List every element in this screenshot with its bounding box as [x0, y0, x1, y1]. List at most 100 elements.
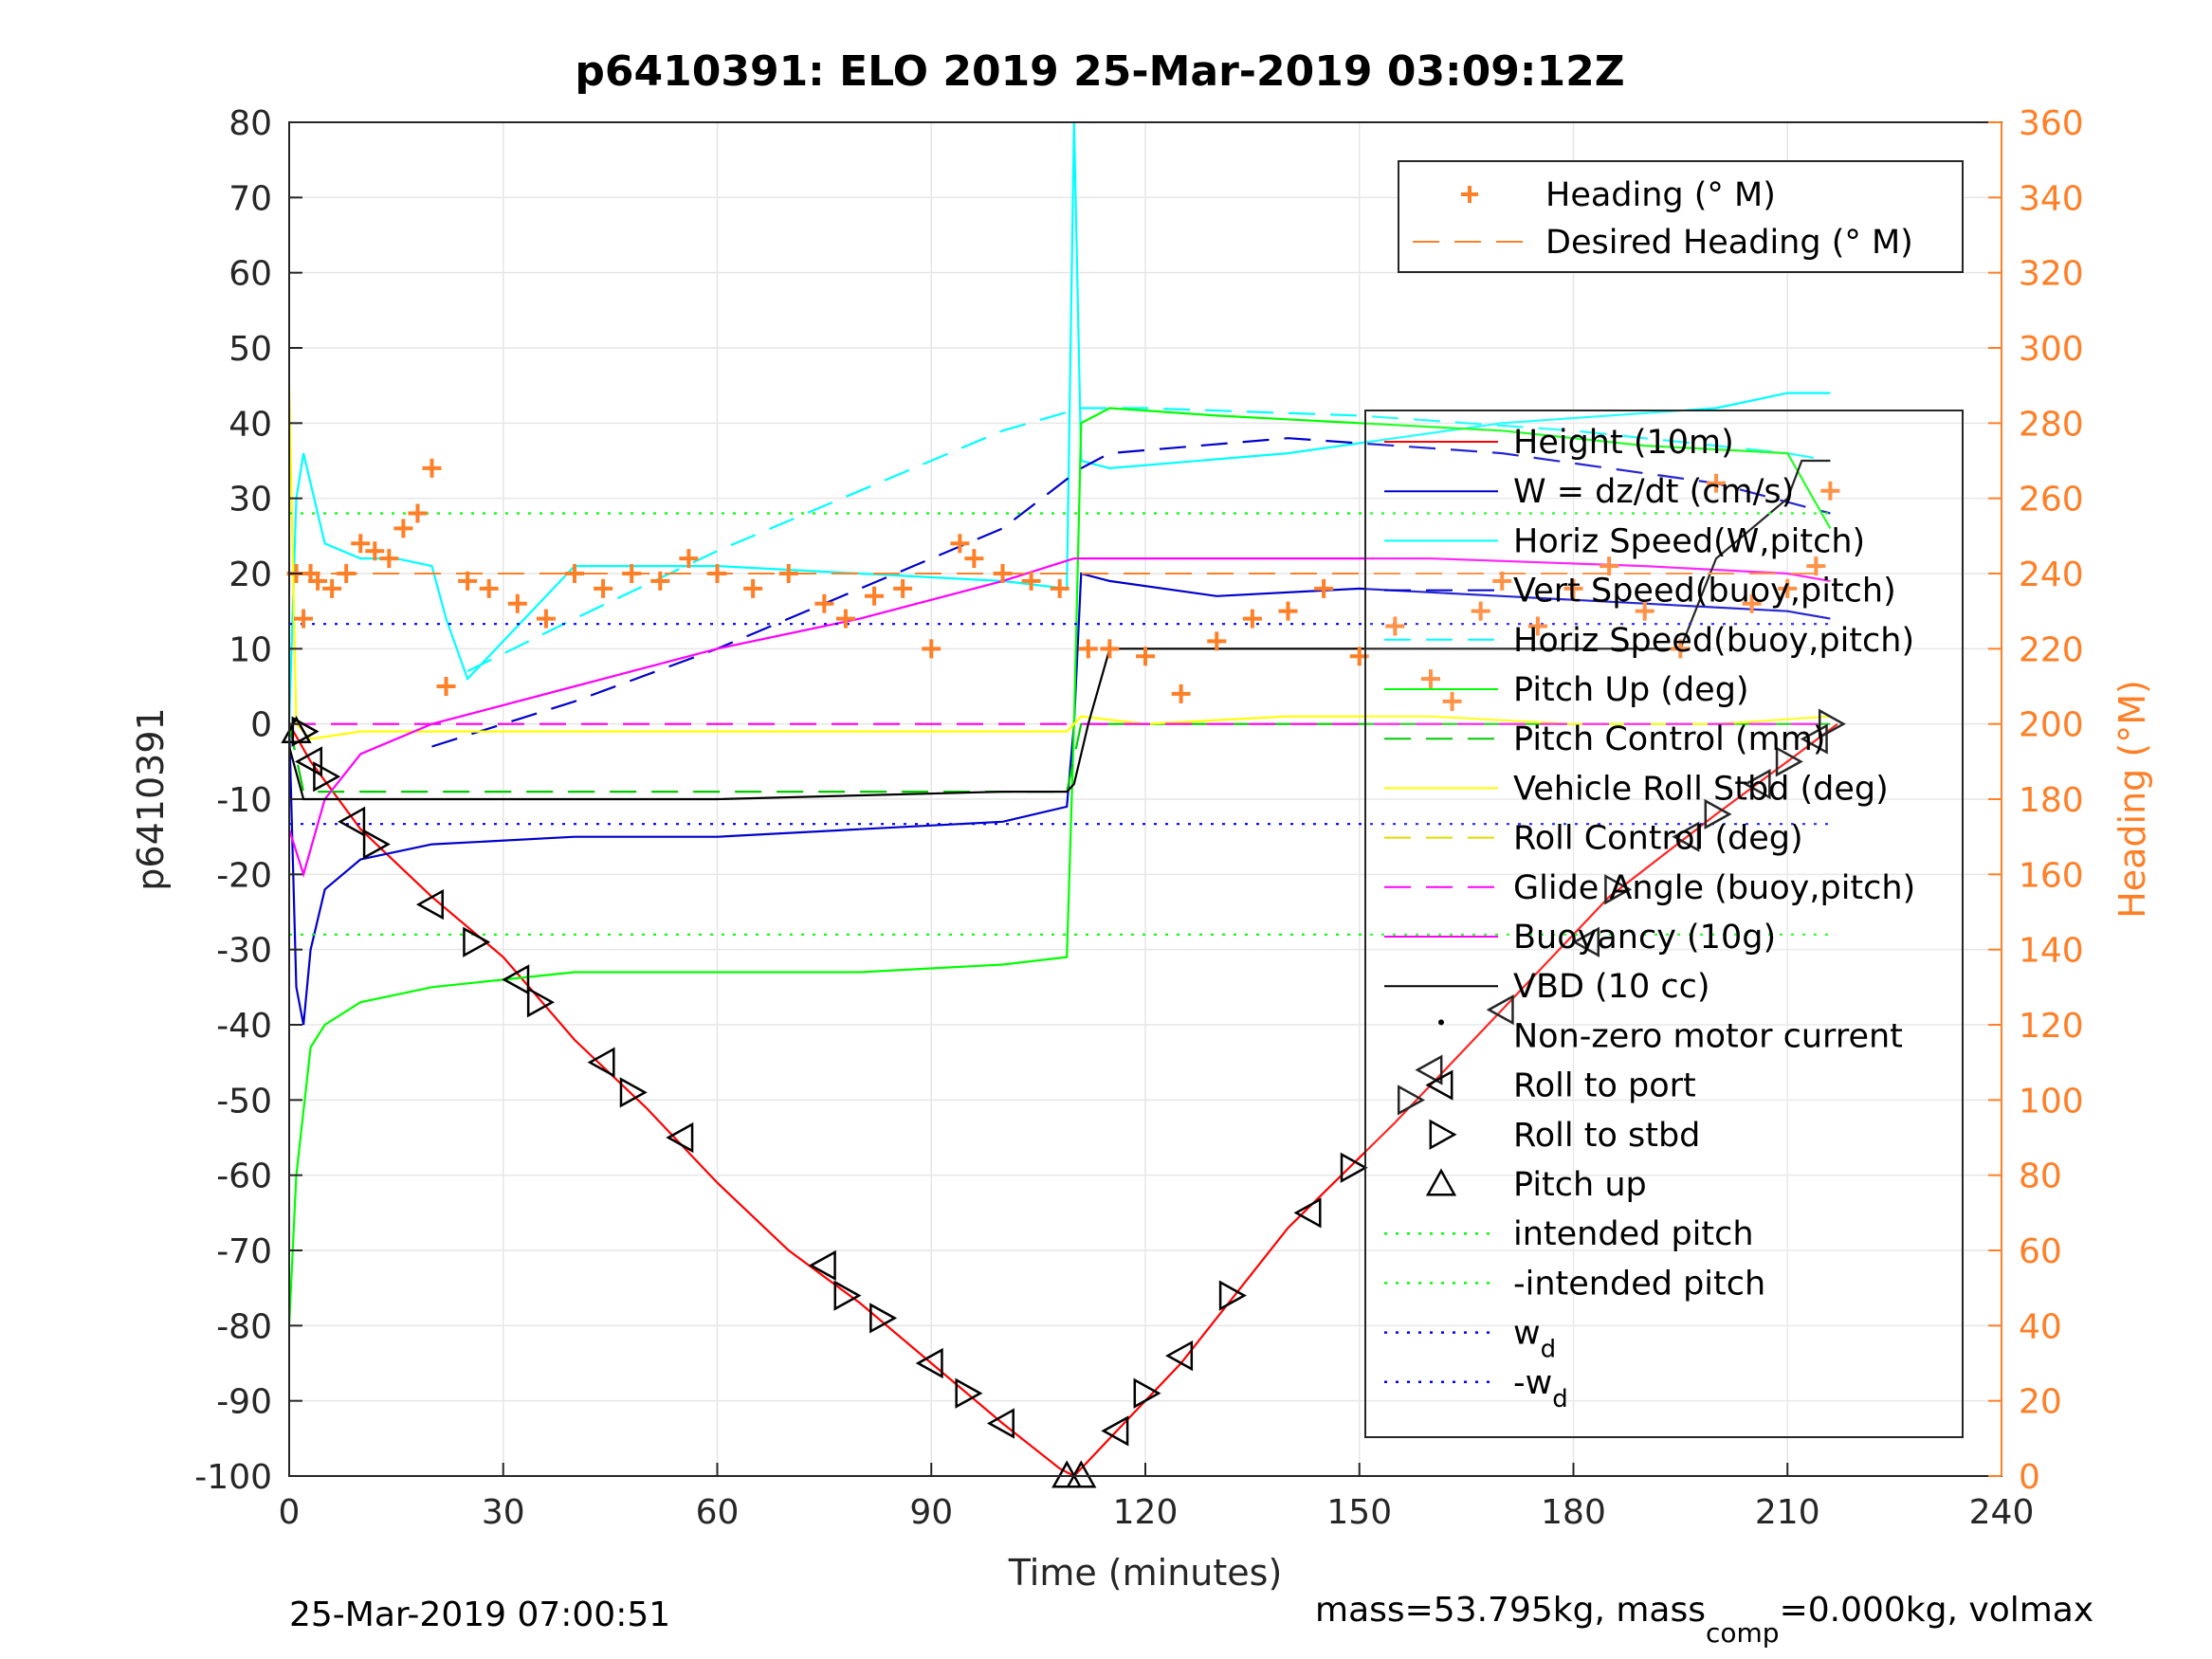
y-tick-label: -10 — [216, 781, 272, 820]
heading-point — [707, 564, 727, 583]
heading-point — [814, 593, 834, 613]
heading-point — [1492, 571, 1512, 591]
roll-stbd-marker — [955, 1377, 983, 1409]
y2-tick-label: 40 — [2019, 1307, 2062, 1346]
roll-port-marker — [666, 1121, 694, 1154]
roll-stbd-marker — [1340, 1152, 1368, 1183]
y-tick-label: -100 — [194, 1458, 272, 1497]
y-tick-label: 20 — [229, 556, 272, 594]
roll-stbd-marker — [869, 1303, 898, 1334]
legend-sample-pitch-up — [1425, 1168, 1457, 1196]
heading-point — [1563, 578, 1583, 598]
y-tick-label: 70 — [229, 179, 272, 218]
roll-stbd-marker — [463, 926, 491, 957]
y2-tick-label: 220 — [2019, 630, 2084, 669]
heading-point — [778, 564, 798, 583]
legend-sample-non-zero-motor-current — [1438, 1019, 1444, 1026]
y-tick-label: 10 — [229, 630, 272, 669]
x-tick-label: 60 — [696, 1493, 740, 1532]
legend-label-subscript: d — [1552, 1385, 1568, 1413]
heading-point — [458, 571, 478, 591]
heading-point — [379, 549, 399, 569]
legend-label-vert-speed-buoy-pitch: Vert Speed(buoy,pitch) — [1513, 573, 1896, 611]
heading-point — [436, 677, 456, 696]
legend-label-roll-to-stbd: Roll to stbd — [1513, 1117, 1700, 1155]
x-tick-label: 0 — [279, 1493, 301, 1532]
roll-stbd-marker — [619, 1077, 648, 1108]
x-axis-label: Time (minutes) — [1008, 1552, 1283, 1594]
heading-point — [1314, 578, 1334, 598]
heading-point — [1385, 616, 1405, 636]
heading-point — [1707, 473, 1726, 493]
legend-label-intended-pitch: -intended pitch — [1513, 1265, 1765, 1303]
y2-tick-label: 60 — [2019, 1232, 2062, 1271]
y2-tick-label: 260 — [2019, 481, 2084, 520]
legend-sample-roll-to-port — [1425, 1069, 1453, 1101]
heading-point — [1742, 593, 1762, 613]
legend-sample-roll-to-stbd — [1429, 1119, 1457, 1150]
legend-label-intended-pitch: intended pitch — [1513, 1215, 1754, 1253]
heading-point — [922, 639, 941, 659]
series-w-dz-dt-cm-s — [287, 572, 1831, 1026]
heading-point — [622, 564, 642, 583]
heading-point — [1778, 578, 1798, 598]
roll-port-marker — [986, 1408, 1015, 1439]
y-tick-label: -50 — [216, 1082, 272, 1121]
heading-point — [950, 534, 970, 554]
heading-point — [1471, 601, 1490, 621]
y2-tick-label: 20 — [2019, 1383, 2062, 1422]
legend-label-roll-control-deg: Roll Control (deg) — [1513, 820, 1803, 858]
y2-tick-label: 160 — [2019, 856, 2084, 895]
footer-timestamp: 25-Mar-2019 07:00:51 — [289, 1595, 670, 1634]
chart-title: p6410391: ELO 2019 25-Mar-2019 03:09:12Z — [575, 47, 1624, 96]
heading-point — [1806, 556, 1826, 576]
legend-label-height-10m: Height (10m) — [1513, 424, 1734, 462]
roll-port-marker — [587, 1047, 615, 1078]
heading-point — [1820, 481, 1840, 501]
heading-point — [1021, 571, 1041, 591]
legend-label-desired-heading-m: Desired Heading (° M) — [1545, 224, 1913, 262]
heading-point — [594, 578, 613, 598]
heading-point — [1527, 616, 1547, 636]
legend-main-box — [1364, 410, 1964, 1438]
heading-point — [1421, 669, 1440, 689]
y-tick-label: -70 — [216, 1232, 272, 1271]
legend-heading: Heading (° M) Desired Heading (° M) — [1398, 160, 1964, 273]
y-axis-label-right: Heading (°M) — [2111, 680, 2153, 919]
heading-point — [337, 564, 356, 583]
heading-point — [1278, 601, 1298, 621]
x-tick-label: 210 — [1755, 1493, 1820, 1532]
roll-stbd-marker — [362, 829, 391, 860]
x-tick-label: 30 — [482, 1493, 525, 1532]
roll-port-marker — [1571, 926, 1600, 957]
legend-label-w-dz-dt-cm-s: W = dz/dt (cm/s) — [1513, 473, 1794, 511]
heading-point — [1078, 639, 1098, 659]
roll-port-marker — [1101, 1415, 1129, 1447]
roll-port-marker — [502, 964, 530, 995]
heading-point — [1050, 578, 1069, 598]
heading-point — [743, 578, 763, 598]
heading-point — [1136, 647, 1155, 666]
roll-stbd-marker — [313, 761, 341, 793]
legend-label-roll-to-port: Roll to port — [1513, 1067, 1696, 1105]
heading-point — [964, 549, 984, 569]
legend-label-horiz-speed-buoy-pitch: Horiz Speed(buoy,pitch) — [1513, 622, 1914, 660]
y2-tick-label: 0 — [2019, 1458, 2040, 1497]
axes-layer: 0 30 60 90 120 150 180 210 240-100-90-80-70-60-5… — [194, 104, 2083, 1532]
legend-main: Height (10m) W = dz/dt (cm/s) Horiz Speed(… — [1364, 410, 1964, 1438]
heading-point — [536, 609, 556, 629]
heading-point — [865, 586, 885, 606]
roll-port-marker — [1486, 994, 1514, 1026]
heading-point — [1171, 684, 1191, 703]
heading-point — [1600, 556, 1619, 576]
heading-point — [393, 519, 413, 538]
series-vbd-10-cc — [287, 459, 1831, 801]
heading-point — [507, 593, 527, 613]
heading-layer — [286, 458, 1840, 711]
marker-layer — [281, 708, 1846, 1488]
legend-label-non-zero-motor-current: Non-zero motor current — [1513, 1017, 1903, 1055]
y-tick-label: -30 — [216, 932, 272, 971]
pitch-up-marker — [1066, 1460, 1097, 1488]
roll-port-marker — [415, 888, 444, 921]
